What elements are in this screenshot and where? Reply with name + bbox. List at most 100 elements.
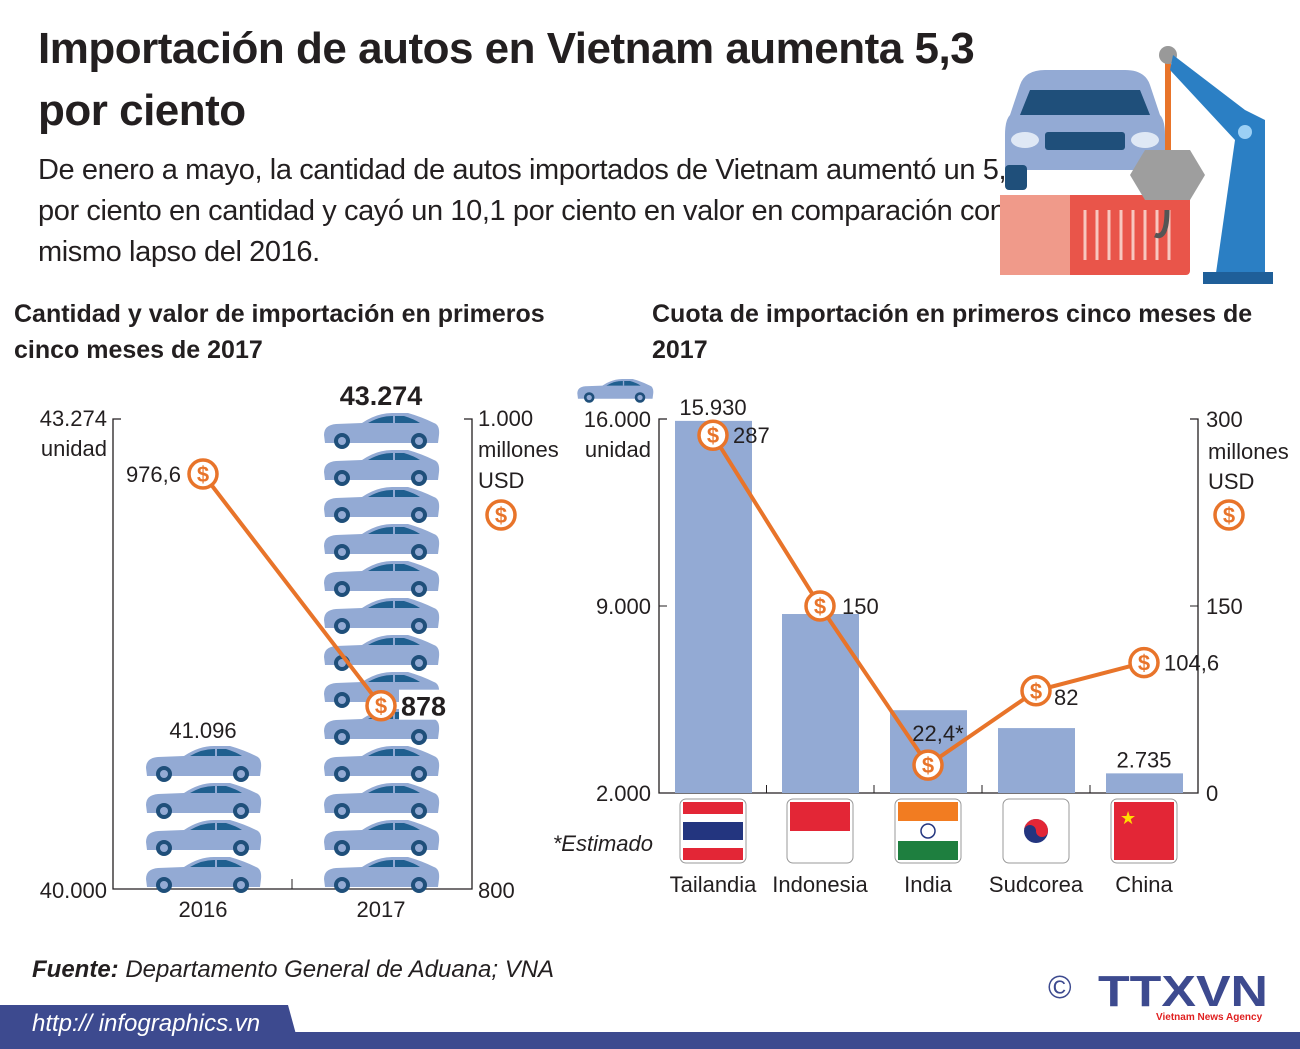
flag-chakra bbox=[920, 823, 936, 839]
chart-left: 40.000 43.274 unidad 800 1.000 millones USD 201… bbox=[40, 381, 559, 922]
left-tick-label: 43.274 bbox=[40, 406, 107, 431]
flag-stripe bbox=[683, 848, 743, 860]
line-value-label: 104,6 bbox=[1164, 651, 1219, 676]
car-icon bbox=[323, 449, 441, 487]
car-icon bbox=[323, 597, 441, 635]
car-icon bbox=[323, 819, 441, 857]
footer-url[interactable]: http:// infographics.vn bbox=[32, 1010, 261, 1037]
line-value-label: 82 bbox=[1054, 685, 1078, 710]
car-icon bbox=[576, 378, 654, 404]
line-value-label: 878 bbox=[401, 692, 446, 722]
car-icon bbox=[323, 523, 441, 561]
car-icon bbox=[145, 856, 263, 894]
left-axis-label: unidad bbox=[585, 437, 651, 462]
chart-right: 2.000 9.000 16.000 0 150 300 unidad millones USD… bbox=[553, 378, 1289, 897]
source-label: Fuente: bbox=[32, 956, 119, 983]
flag-stripe bbox=[790, 802, 850, 831]
bar-value-label: 43.274 bbox=[340, 381, 423, 411]
car-icon bbox=[323, 856, 441, 894]
x-tick-label: 2017 bbox=[357, 897, 406, 922]
car-icon bbox=[323, 486, 441, 524]
flag-star: ★ bbox=[1120, 808, 1136, 828]
car-icon bbox=[145, 819, 263, 857]
x-tick-label: Sudcorea bbox=[989, 872, 1084, 897]
flag-stripe bbox=[683, 822, 743, 840]
bar-value-label: 41.096 bbox=[169, 718, 236, 743]
right-axis-label: millones bbox=[478, 437, 559, 462]
flag-stripe bbox=[683, 814, 743, 822]
bar-sudcorea bbox=[998, 728, 1075, 793]
car-icon bbox=[145, 782, 263, 820]
ttxvn-logo: © TTXVN Vietnam News Agency bbox=[1048, 967, 1268, 1023]
label-background bbox=[399, 689, 451, 720]
left-tick-label: 9.000 bbox=[596, 594, 651, 619]
logo-subtext: Vietnam News Agency bbox=[1156, 1012, 1263, 1023]
flag-sudcorea-icon bbox=[1002, 798, 1070, 864]
flag-stripe bbox=[683, 802, 743, 814]
left-tick-label: 40.000 bbox=[40, 878, 107, 903]
flag-indonesia-icon bbox=[786, 798, 854, 864]
line-value-label: 976,6 bbox=[126, 462, 181, 487]
right-tick-label: 300 bbox=[1206, 407, 1243, 432]
line-value-label: 150 bbox=[842, 594, 879, 619]
footer-bar bbox=[0, 1032, 1300, 1049]
flag-tailandia-icon bbox=[679, 798, 747, 864]
left-axis-label: unidad bbox=[41, 436, 107, 461]
right-tick-label: 800 bbox=[478, 878, 515, 903]
value-line bbox=[201, 472, 383, 707]
source-line: Fuente: Departamento General de Aduana; … bbox=[32, 956, 554, 984]
x-tick-label: 2016 bbox=[179, 897, 228, 922]
crane-icon bbox=[1130, 46, 1273, 284]
bar-value-label: 15.930 bbox=[679, 395, 746, 420]
page-title: Importación de autos en Vietnam aumenta … bbox=[38, 24, 975, 135]
dollar-coin-icon bbox=[1128, 646, 1160, 679]
right-axis-label: millones bbox=[1208, 439, 1289, 464]
logo-text: TTXVN bbox=[1098, 967, 1268, 1016]
source-text: Departamento General de Aduana; VNA bbox=[125, 956, 555, 983]
car-icon bbox=[323, 560, 441, 598]
dollar-coin-icon bbox=[697, 419, 729, 451]
flag-stripe bbox=[898, 802, 958, 821]
left-tick-label: 2.000 bbox=[596, 781, 651, 806]
car-icon bbox=[323, 782, 441, 820]
x-tick-label: Tailandia bbox=[670, 872, 758, 897]
car-icon bbox=[145, 745, 263, 783]
flag-taegeuk bbox=[1024, 819, 1048, 837]
dollar-coin-icon bbox=[804, 590, 836, 622]
x-tick-label: Indonesia bbox=[772, 872, 868, 897]
x-tick-label: India bbox=[904, 872, 952, 897]
flag-stripe bbox=[898, 821, 958, 841]
line-value-label: 287 bbox=[733, 423, 770, 448]
dollar-coin-icon bbox=[1213, 499, 1245, 531]
flag-stripe bbox=[790, 831, 850, 860]
copyright-symbol: © bbox=[1048, 969, 1072, 1005]
url-tab bbox=[0, 1005, 300, 1049]
car-icon bbox=[323, 412, 441, 450]
chart-title-left: Cantidad y valor de importación en prime… bbox=[14, 300, 545, 364]
flag-india-icon bbox=[894, 798, 962, 864]
car-icon bbox=[323, 745, 441, 783]
bar-indonesia bbox=[782, 614, 859, 793]
bar-china bbox=[1106, 773, 1183, 793]
dollar-coin-icon bbox=[485, 499, 517, 531]
chart-title-right: Cuota de importación en primeros cinco m… bbox=[652, 300, 1253, 364]
dollar-coin-icon bbox=[187, 458, 219, 490]
line-value-label: 22,4* bbox=[912, 721, 964, 746]
bar-tailandia bbox=[675, 420, 752, 793]
right-tick-label: 1.000 bbox=[478, 406, 533, 431]
right-tick-label: 150 bbox=[1206, 594, 1243, 619]
right-axis-label: USD bbox=[478, 468, 524, 493]
annotation: *Estimado bbox=[553, 831, 653, 856]
bar-value-label: 2.735 bbox=[1116, 747, 1171, 772]
flag-stripe bbox=[1114, 802, 1174, 860]
flag-china-icon: ★ bbox=[1110, 798, 1178, 864]
flag-stripe bbox=[898, 841, 958, 860]
right-axis-label: USD bbox=[1208, 469, 1254, 494]
dollar-coin-icon bbox=[912, 749, 944, 781]
dollar-coin-icon bbox=[1020, 675, 1052, 707]
flag-stripe bbox=[683, 840, 743, 848]
subtitle: De enero a mayo, la cantidad de autos im… bbox=[38, 154, 1035, 268]
right-tick-label: 0 bbox=[1206, 781, 1218, 806]
left-tick-label: 16.000 bbox=[584, 407, 651, 432]
